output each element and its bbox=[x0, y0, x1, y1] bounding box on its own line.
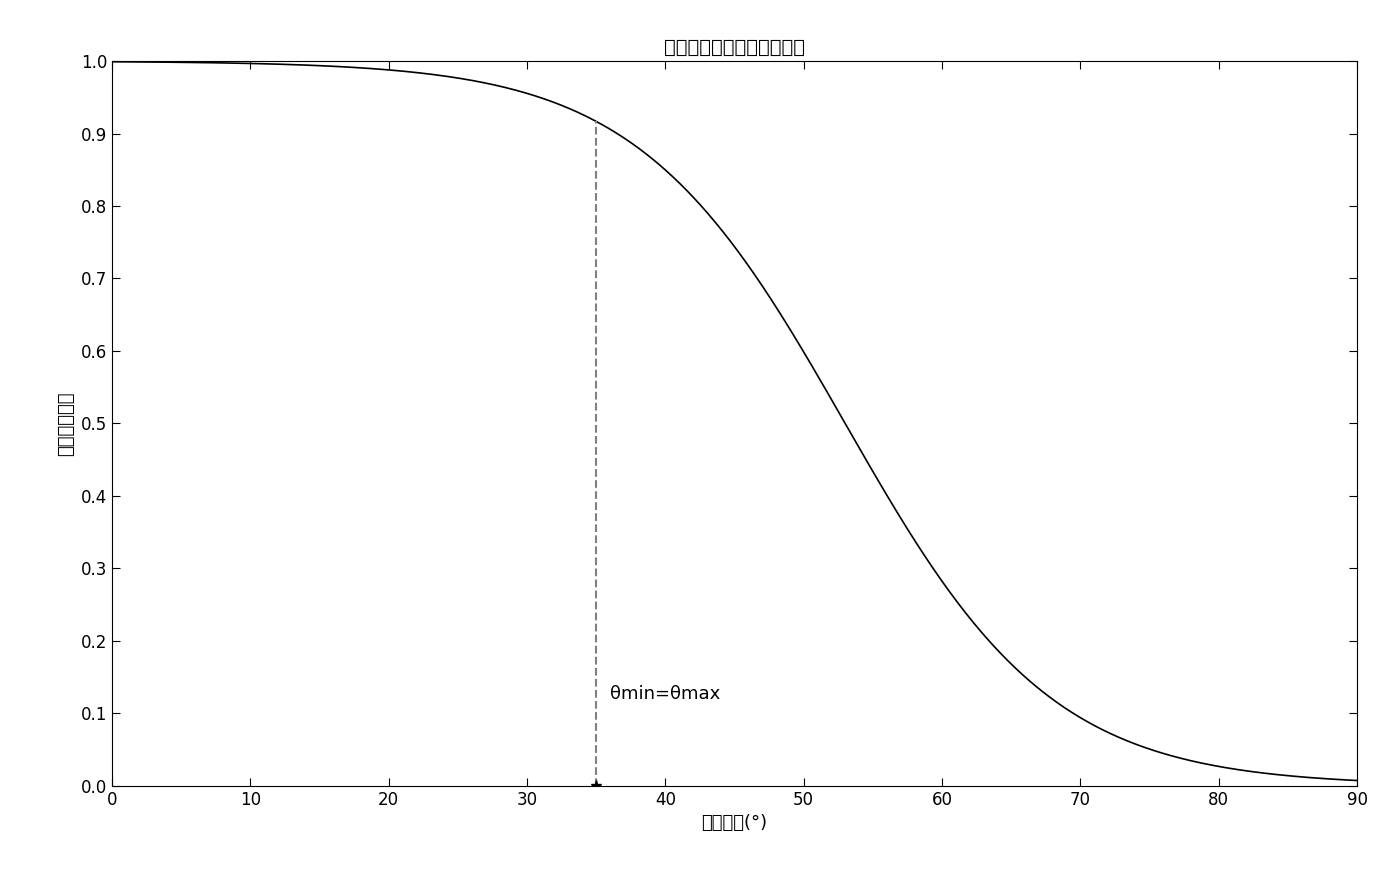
Title: 离子增强刻蚀刻蚀产额曲线: 离子增强刻蚀刻蚀产额曲线 bbox=[665, 38, 804, 57]
Text: θmin=θmax: θmin=θmax bbox=[610, 684, 720, 703]
X-axis label: 入射角度(°): 入射角度(°) bbox=[701, 815, 768, 832]
Y-axis label: 离子刻蚀产额: 离子刻蚀产额 bbox=[57, 391, 76, 456]
